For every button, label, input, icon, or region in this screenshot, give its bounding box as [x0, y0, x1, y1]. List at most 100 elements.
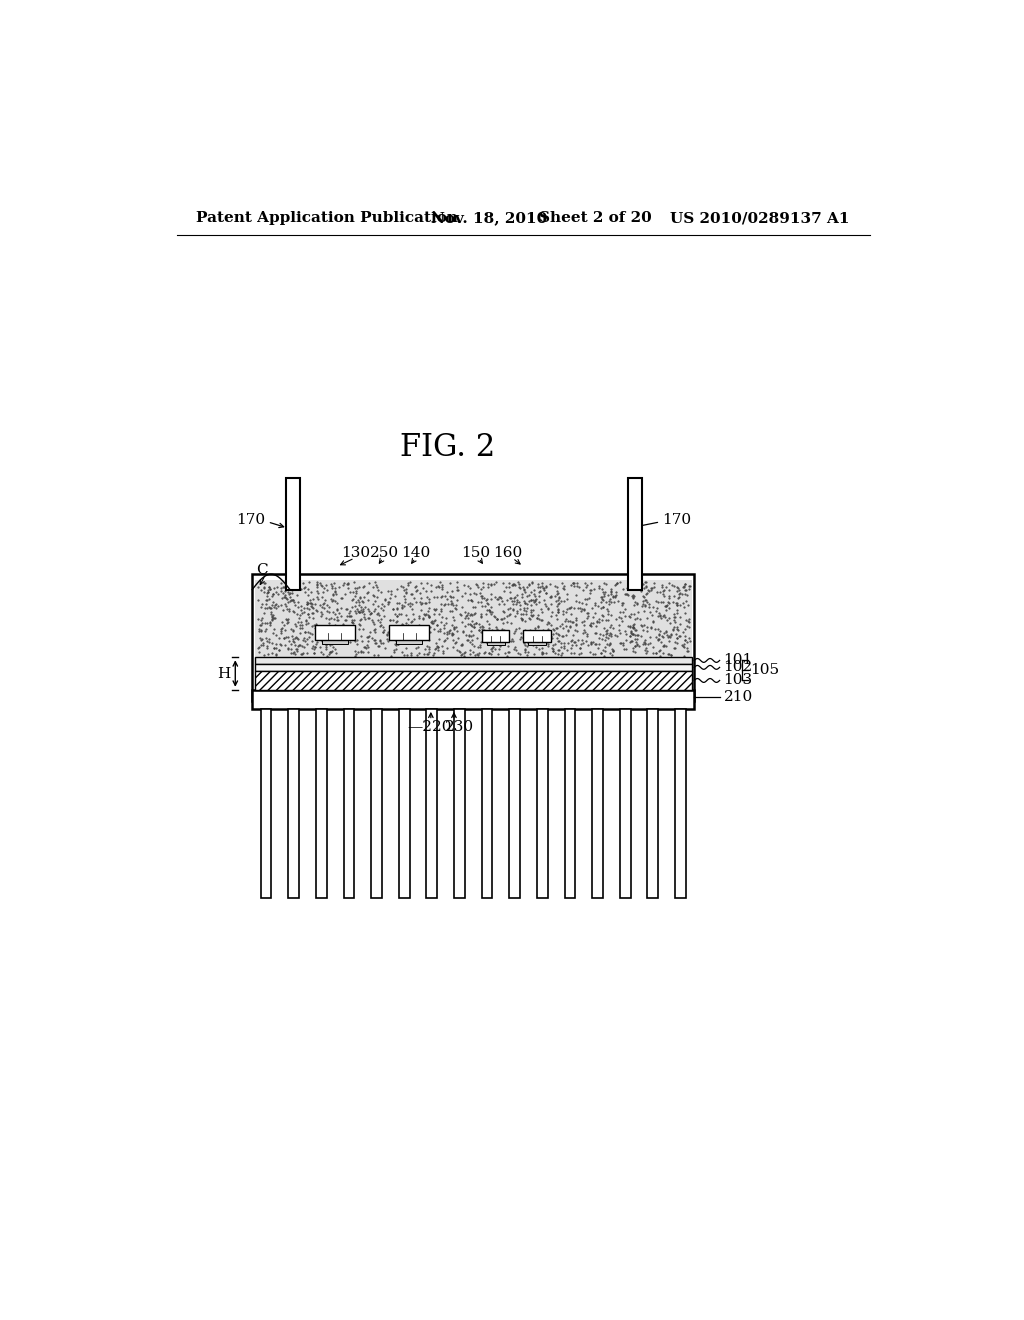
Point — [524, 572, 541, 593]
Point — [524, 572, 541, 593]
Point — [453, 644, 469, 665]
Point — [483, 643, 500, 664]
Point — [280, 610, 296, 631]
Point — [476, 619, 493, 640]
Point — [499, 606, 515, 627]
Point — [666, 619, 682, 640]
Point — [537, 593, 553, 614]
Point — [482, 597, 499, 618]
Point — [285, 642, 301, 663]
Point — [273, 581, 290, 602]
Point — [380, 591, 396, 612]
Point — [365, 593, 381, 614]
Point — [404, 603, 421, 624]
Point — [597, 630, 613, 651]
Point — [513, 626, 529, 647]
Point — [275, 577, 292, 598]
Point — [385, 599, 401, 620]
Point — [618, 577, 635, 598]
Point — [258, 619, 274, 640]
Point — [444, 586, 461, 607]
Point — [257, 620, 273, 642]
Point — [330, 610, 346, 631]
Point — [308, 573, 325, 594]
Point — [479, 573, 496, 594]
Point — [551, 587, 567, 609]
Point — [462, 577, 478, 598]
Point — [666, 576, 682, 597]
Point — [462, 626, 478, 647]
Point — [388, 593, 404, 614]
Point — [389, 598, 406, 619]
Point — [527, 618, 544, 639]
Point — [647, 618, 664, 639]
Point — [635, 586, 651, 607]
Point — [608, 582, 625, 603]
Point — [291, 576, 307, 597]
Point — [468, 574, 484, 595]
Point — [324, 589, 340, 610]
Bar — [620, 709, 631, 898]
Point — [549, 627, 565, 648]
Point — [676, 576, 692, 597]
Point — [520, 623, 537, 644]
Point — [400, 593, 417, 614]
Point — [678, 631, 694, 652]
Point — [462, 632, 478, 653]
Point — [534, 642, 550, 663]
Point — [338, 598, 354, 619]
Point — [490, 586, 507, 607]
Point — [305, 607, 322, 628]
Point — [500, 599, 516, 620]
Point — [399, 618, 416, 639]
Point — [409, 620, 425, 642]
Point — [666, 638, 682, 659]
Point — [359, 599, 376, 620]
Point — [255, 635, 271, 656]
Point — [310, 583, 327, 605]
Point — [374, 594, 390, 615]
Point — [355, 599, 372, 620]
Point — [374, 581, 390, 602]
Point — [572, 601, 589, 622]
Point — [466, 603, 482, 624]
Point — [435, 622, 452, 643]
Point — [431, 628, 447, 649]
Bar — [286, 478, 300, 590]
Point — [488, 587, 505, 609]
Point — [503, 631, 519, 652]
Point — [624, 623, 640, 644]
Point — [553, 632, 569, 653]
Point — [271, 634, 288, 655]
Point — [600, 601, 616, 622]
Point — [328, 643, 344, 664]
Bar — [398, 709, 410, 898]
Point — [407, 628, 423, 649]
Point — [582, 582, 598, 603]
Point — [406, 618, 422, 639]
Point — [304, 638, 321, 659]
Bar — [592, 709, 603, 898]
Point — [388, 618, 404, 639]
Point — [479, 594, 496, 615]
Point — [678, 638, 694, 659]
Point — [583, 614, 599, 635]
Point — [449, 620, 465, 642]
Point — [669, 599, 685, 620]
Point — [655, 586, 672, 607]
Point — [389, 624, 406, 645]
Point — [593, 591, 609, 612]
Point — [633, 576, 649, 597]
Point — [265, 638, 282, 659]
Point — [575, 598, 592, 619]
Point — [506, 587, 522, 609]
Point — [297, 581, 313, 602]
Point — [486, 626, 503, 647]
Point — [394, 614, 411, 635]
Point — [261, 589, 278, 610]
Point — [286, 602, 302, 623]
Point — [616, 605, 633, 626]
Point — [364, 602, 380, 623]
Point — [296, 598, 312, 619]
Point — [272, 595, 289, 616]
